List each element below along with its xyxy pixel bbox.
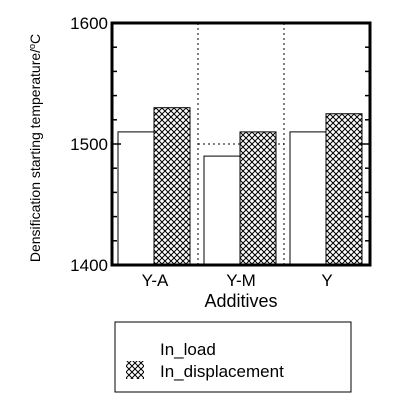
y-tick-label-1500: 1500	[70, 135, 108, 154]
legend-label-in-displacement: In_displacement	[160, 362, 284, 381]
plot-frame	[110, 21, 372, 267]
y-tick-labels: 1400 1500 1600	[70, 14, 108, 275]
y-axis-label: Densification starting temperature/	[27, 49, 43, 262]
x-axis-title: Additives	[204, 291, 277, 311]
legend: In_load In_displacement	[114, 321, 352, 393]
bar-in-load-y	[289, 131, 327, 266]
y-axis-unit-degree: o	[27, 44, 37, 49]
x-tick-label-y-m: Y-M	[226, 271, 256, 290]
y-axis-title: Densification starting temperature/oC	[27, 34, 43, 262]
svg-text:Densification starting tempera: Densification starting temperature/oC	[27, 34, 43, 262]
bar-in-displacement-y-a	[153, 107, 191, 266]
legend-swatch-in-displacement	[126, 361, 144, 379]
bar-in-load-y-m	[203, 155, 241, 266]
x-tick-label-y-a: Y-A	[142, 271, 169, 290]
legend-box	[114, 321, 352, 393]
x-tick-label-y: Y	[321, 271, 332, 290]
y-tick-label-1600: 1600	[70, 14, 108, 33]
bar-in-displacement-y-m	[239, 131, 277, 266]
y-axis-unit-c: C	[27, 34, 43, 44]
legend-label-in-load: In_load	[160, 340, 216, 359]
y-tick-label-1400: 1400	[70, 256, 108, 275]
bars	[117, 107, 363, 266]
bar-in-load-y-a	[117, 131, 155, 266]
x-category-labels: Y-A Y-M Y	[142, 271, 333, 290]
bar-in-displacement-y	[325, 113, 363, 266]
